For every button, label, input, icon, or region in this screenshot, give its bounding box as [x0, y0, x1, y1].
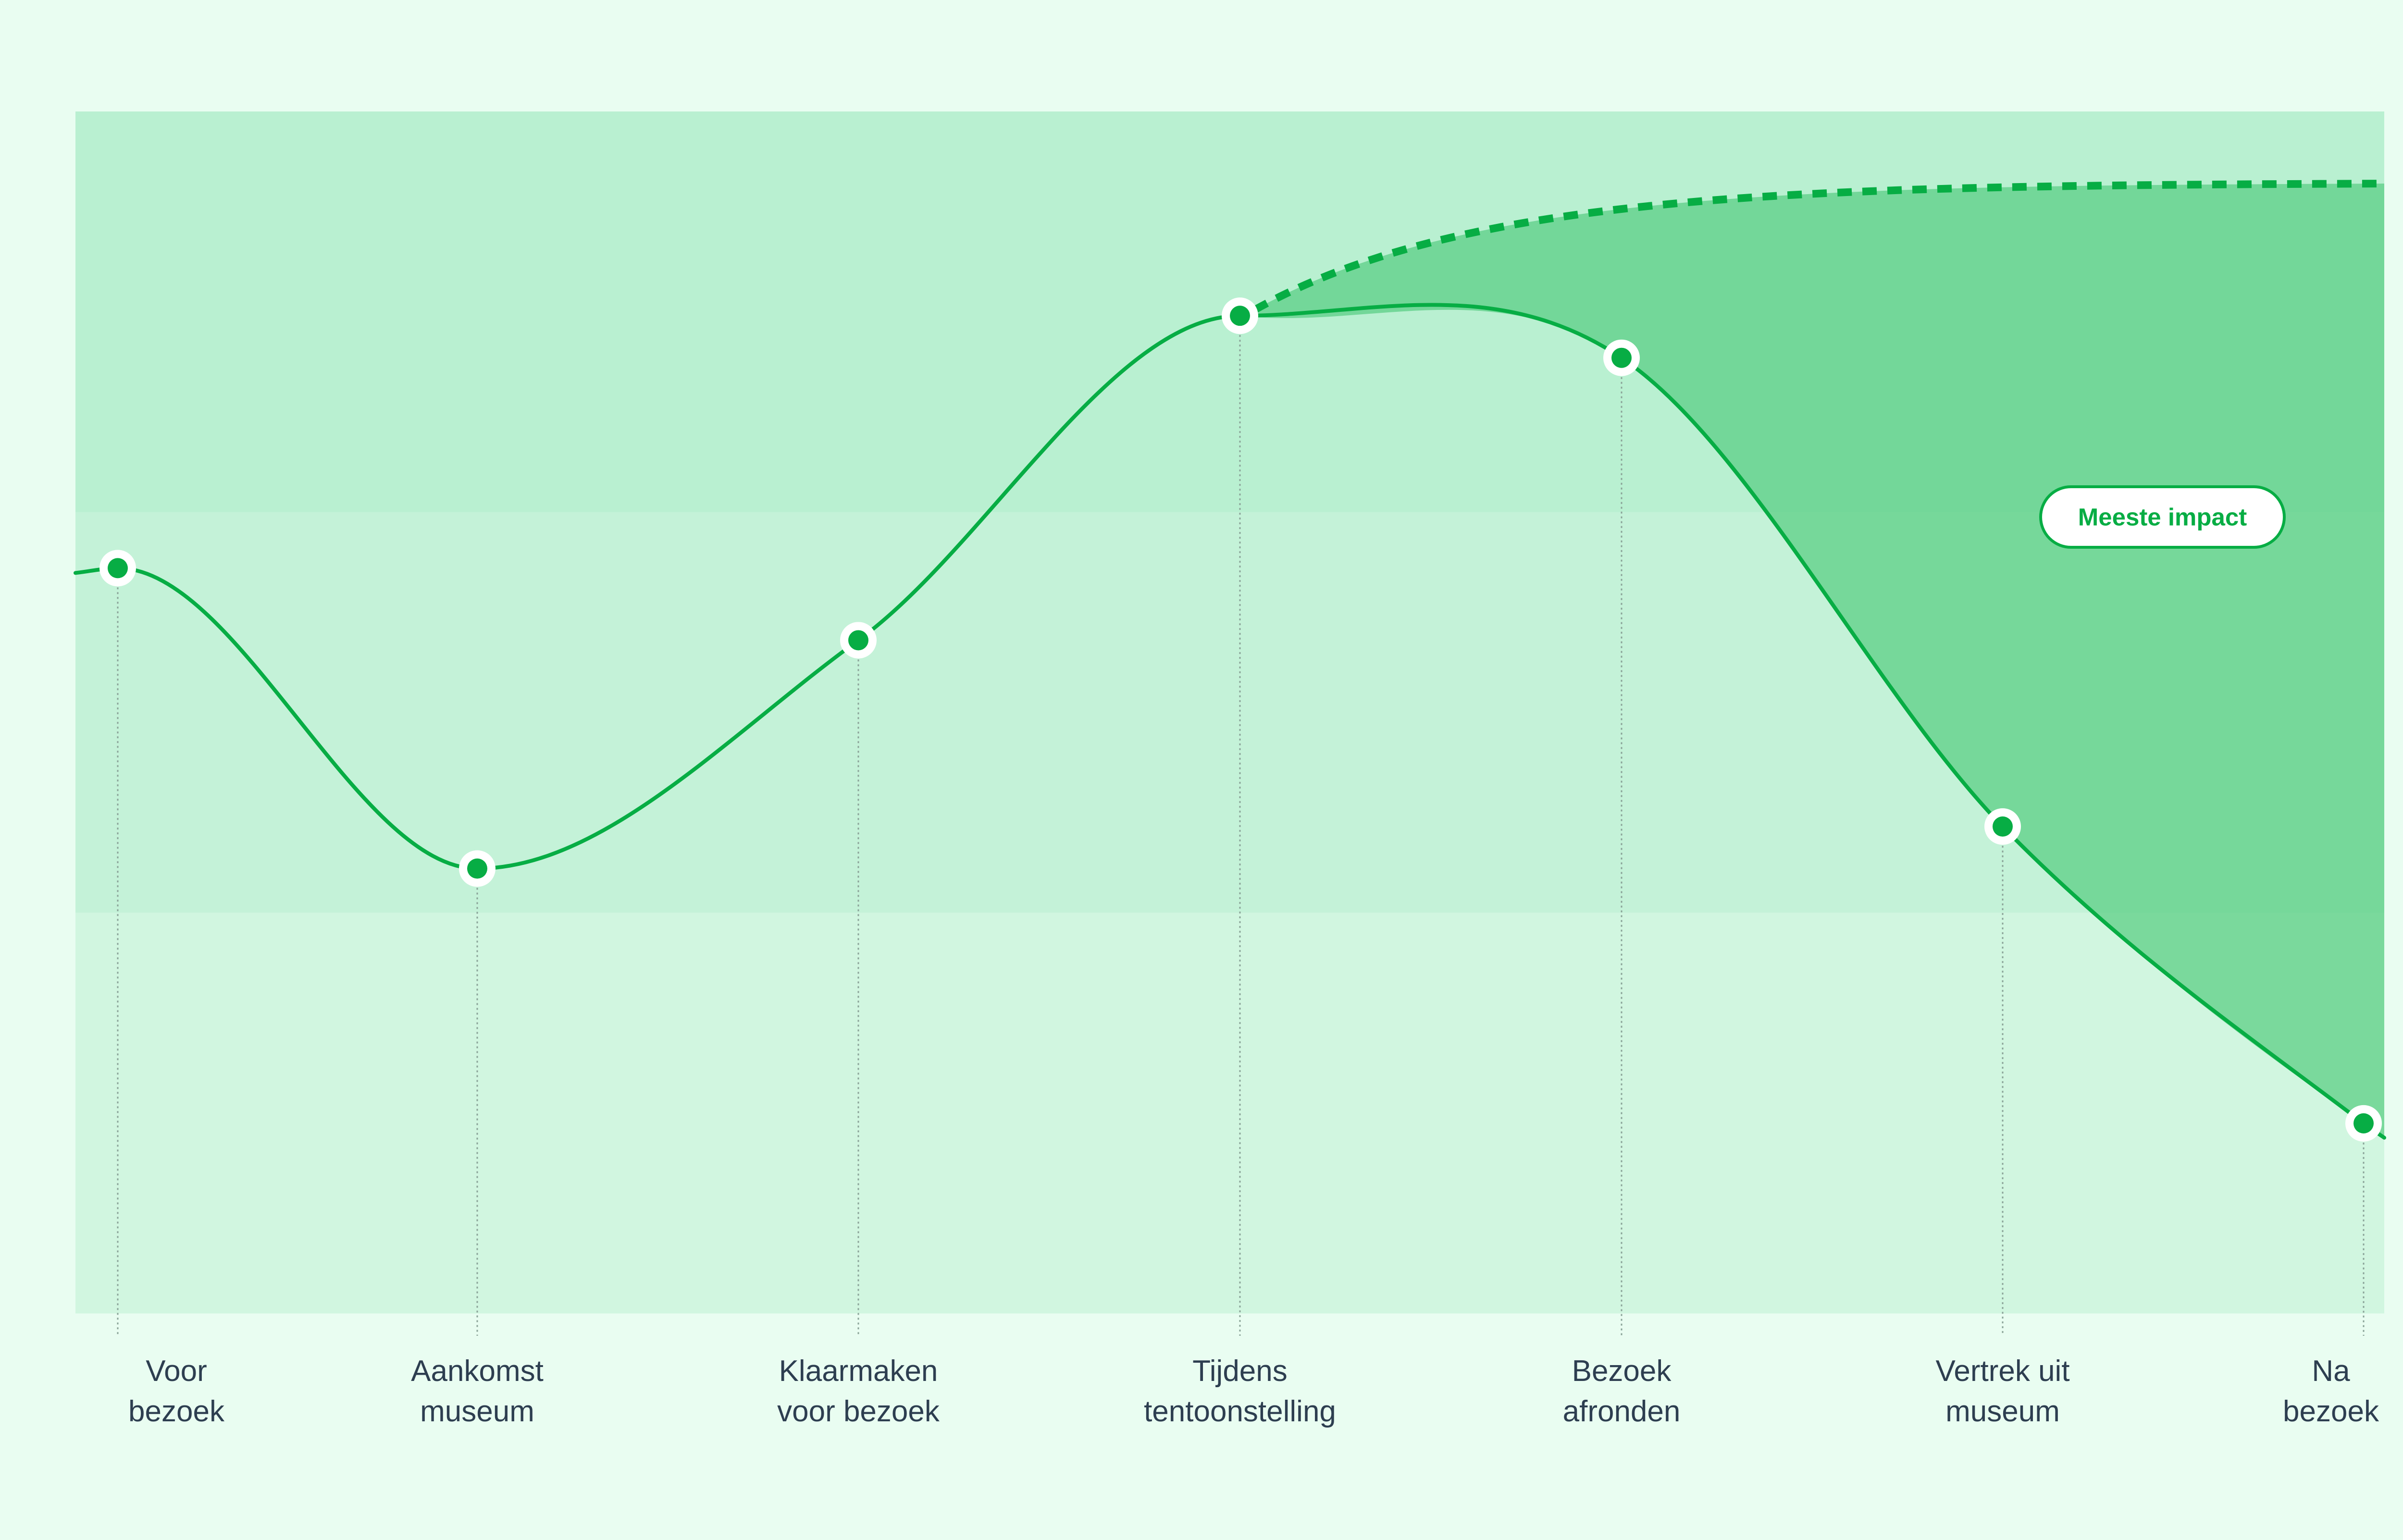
x-tick-label: Vertrek uit museum [1935, 1355, 2069, 1428]
x-tick-label-line: Na [2312, 1355, 2350, 1388]
impact-badge-label: Meeste impact [2078, 504, 2247, 531]
x-tick-label-line: tentoonstelling [1144, 1395, 1336, 1428]
x-axis-labels: Voor bezoek Aankomst museum Klaarmaken voor b… [128, 1355, 2379, 1428]
data-point [1230, 306, 1250, 326]
x-tick-label-line: Bezoek [1572, 1355, 1672, 1388]
guide-lines [117, 316, 2365, 1336]
data-point [2353, 1113, 2374, 1133]
x-tick-label: Aankomst museum [411, 1355, 544, 1428]
x-tick-label-line: museum [1945, 1395, 2060, 1428]
x-tick-label-line: voor bezoek [777, 1395, 940, 1428]
x-tick-label: Na bezoek [2283, 1355, 2379, 1428]
x-tick-label-line: museum [420, 1395, 534, 1428]
x-tick-label: Tijdens tentoonstelling [1144, 1355, 1336, 1428]
x-tick-label: Klaarmaken voor bezoek [777, 1355, 940, 1428]
impact-area [1240, 184, 2384, 1135]
annotation-group: Meeste impact [2039, 485, 2286, 549]
band-bottom [75, 912, 2384, 1314]
x-tick-label-line: bezoek [128, 1395, 225, 1428]
x-tick-label-line: bezoek [2283, 1395, 2379, 1428]
x-tick-label: Voor bezoek [128, 1355, 225, 1428]
x-tick-label-line: afronden [1563, 1395, 1681, 1428]
x-tick-label-line: Tijdens [1192, 1355, 1288, 1388]
impact-badge [2039, 485, 2286, 549]
data-points [99, 297, 2382, 1142]
data-point [848, 630, 868, 651]
x-tick-label-line: Aankomst [411, 1355, 544, 1388]
data-point [1993, 816, 2013, 837]
impact-area-group [1240, 184, 2384, 1135]
x-tick-label-line: Voor [146, 1355, 207, 1388]
x-tick-label: Bezoek afronden [1563, 1355, 1681, 1428]
data-point [1611, 347, 1632, 368]
data-point [467, 858, 487, 879]
x-tick-label-line: Vertrek uit [1935, 1355, 2069, 1388]
x-tick-label-line: Klaarmaken [779, 1355, 938, 1388]
data-point [108, 558, 128, 579]
